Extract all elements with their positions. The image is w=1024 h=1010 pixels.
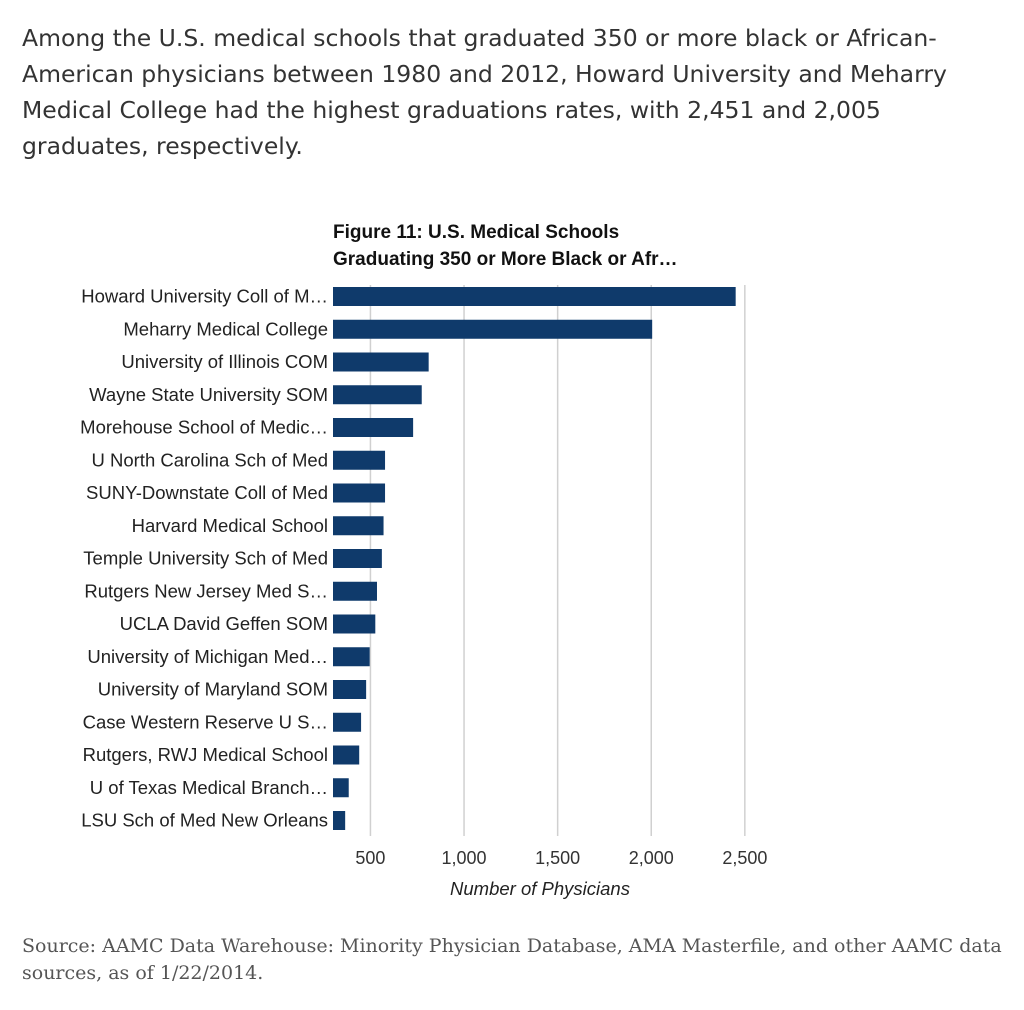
y-category-label: LSU Sch of Med New Orleans — [81, 810, 328, 831]
y-category-label: University of Maryland SOM — [98, 679, 328, 700]
bar — [333, 516, 384, 536]
bar-chart: Figure 11: U.S. Medical Schools Graduatin… — [80, 222, 767, 899]
y-category-label: U North Carolina Sch of Med — [92, 449, 329, 470]
y-category-label: UCLA David Geffen SOM — [120, 613, 328, 634]
bar — [333, 450, 386, 470]
bar — [333, 581, 377, 601]
bar — [333, 680, 367, 699]
chart-title-line: Graduating 350 or More Black or Afr… — [333, 249, 678, 270]
y-category-label: Harvard Medical School — [132, 515, 328, 536]
y-category-label: University of Michigan Med… — [87, 646, 328, 667]
x-tick-label: 2,500 — [722, 848, 767, 868]
bar — [333, 647, 370, 667]
x-tick-label: 1,000 — [442, 848, 487, 868]
bar — [333, 811, 346, 830]
bar — [333, 483, 386, 503]
source-note: Source: AAMC Data Warehouse: Minority Ph… — [22, 935, 1002, 984]
y-category-label: SUNY-Downstate Coll of Med — [86, 482, 328, 503]
x-axis-label: Number of Physicians — [450, 878, 630, 899]
bar — [333, 418, 414, 437]
bar — [333, 287, 736, 306]
y-category-label: Wayne State University SOM — [89, 384, 328, 405]
bar — [333, 385, 422, 405]
x-tick-label: 500 — [355, 848, 385, 868]
bar — [333, 614, 376, 634]
y-category-label: Case Western Reserve U S… — [83, 711, 328, 732]
x-tick-label: 1,500 — [535, 848, 580, 868]
bar — [333, 745, 360, 765]
y-category-label: University of Illinois COM — [121, 351, 328, 372]
bar — [333, 319, 653, 339]
bar — [333, 549, 382, 568]
intro-paragraph: Among the U.S. medical schools that grad… — [22, 24, 947, 160]
chart-title-line: Figure 11: U.S. Medical Schools — [333, 222, 619, 243]
x-tick-label: 2,000 — [629, 848, 674, 868]
bar — [333, 352, 429, 372]
y-category-label: Temple University Sch of Med — [83, 548, 328, 569]
y-category-label: Howard University Coll of M… — [81, 286, 328, 307]
y-category-label: U of Texas Medical Branch… — [90, 777, 328, 798]
y-category-label: Rutgers, RWJ Medical School — [83, 744, 328, 765]
y-category-label: Rutgers New Jersey Med S… — [84, 580, 328, 601]
bar — [333, 778, 349, 798]
y-category-label: Morehouse School of Medic… — [80, 417, 328, 438]
y-category-label: Meharry Medical College — [123, 318, 328, 339]
bar — [333, 712, 362, 732]
